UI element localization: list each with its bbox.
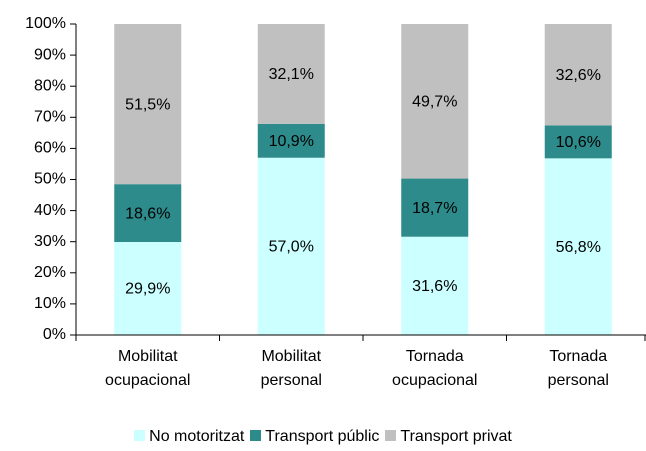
value-label: 32,6% — [556, 67, 601, 84]
y-tick-label: 90% — [34, 46, 66, 63]
y-tick-label: 40% — [34, 202, 66, 219]
value-label: 57,0% — [269, 239, 314, 256]
value-label: 56,8% — [556, 239, 601, 256]
x-tick-label: Mobilitat ocupacional — [105, 348, 191, 389]
y-tick-label: 80% — [34, 77, 66, 94]
bar-segment — [114, 242, 182, 335]
bar-segment — [114, 24, 182, 185]
legend-item: Transport públic — [250, 428, 379, 446]
legend-swatch — [134, 430, 146, 441]
y-tick-label: 10% — [34, 295, 66, 312]
legend: No motoritzat Transport públic Transport p… — [0, 428, 646, 446]
value-label: 31,6% — [412, 278, 457, 295]
y-tick-label: 0% — [43, 326, 66, 343]
legend-swatch — [250, 430, 262, 441]
legend-item: No motoritzat — [134, 428, 244, 446]
legend-label: No motoritzat — [149, 428, 245, 445]
x-tick-label: Tornada ocupacional — [392, 348, 478, 389]
y-tick-label: 100% — [25, 15, 66, 32]
y-tick-label: 70% — [34, 109, 66, 126]
bar-segment — [544, 158, 612, 335]
value-label: 32,1% — [269, 66, 314, 83]
y-tick-label: 20% — [34, 264, 66, 281]
bar-segment — [257, 24, 325, 124]
value-label: 10,6% — [556, 134, 601, 151]
value-label: 29,9% — [125, 281, 170, 298]
value-label: 49,7% — [412, 94, 457, 111]
legend-swatch — [385, 430, 397, 441]
value-label: 18,6% — [125, 205, 170, 222]
bar-segment — [257, 157, 325, 335]
value-label: 10,9% — [269, 133, 314, 150]
legend-label: Transport privat — [400, 428, 512, 445]
x-tick-label: Mobilitat personal — [260, 348, 322, 389]
bar-segment — [114, 184, 182, 243]
value-label: 51,5% — [125, 96, 170, 113]
bar-segment — [257, 123, 325, 158]
x-tick-label: Tornada personal — [547, 348, 609, 389]
bar-segment — [401, 24, 469, 179]
y-tick-label: 30% — [34, 233, 66, 250]
y-tick-label: 50% — [34, 171, 66, 188]
value-label: 18,7% — [412, 200, 457, 217]
y-tick-label: 60% — [34, 140, 66, 157]
bar-segment — [544, 24, 612, 126]
bar-segment — [544, 125, 612, 159]
legend-item: Transport privat — [385, 428, 512, 446]
bar-segment — [401, 178, 469, 237]
bar-segment — [401, 236, 469, 335]
legend-label: Transport públic — [265, 428, 380, 445]
